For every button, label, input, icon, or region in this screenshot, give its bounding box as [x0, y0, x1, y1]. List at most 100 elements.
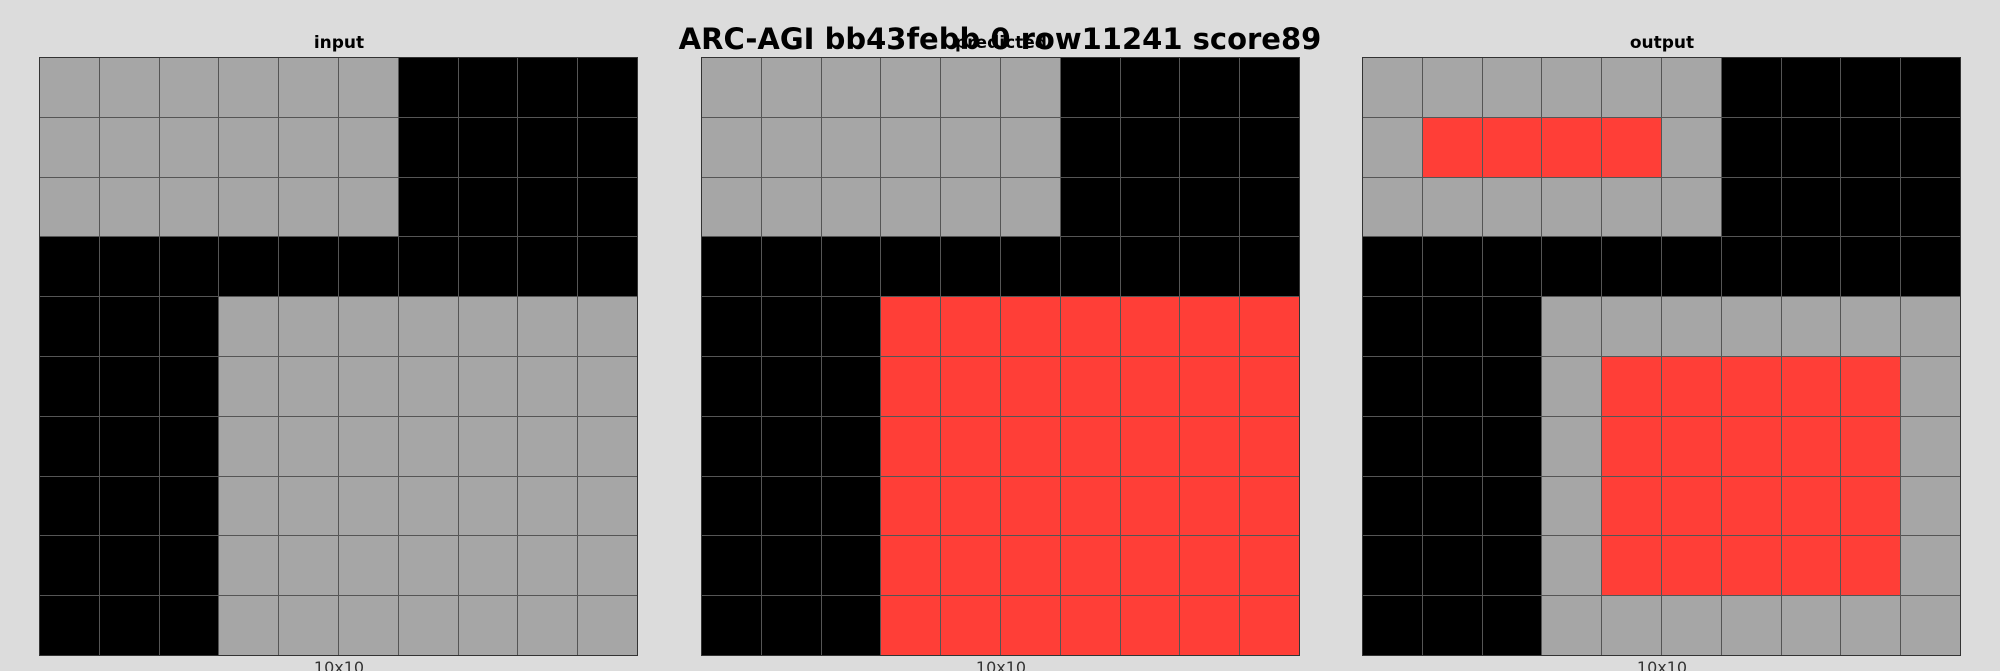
grid-cell — [338, 416, 398, 476]
grid-cell — [99, 177, 159, 237]
grid-cell — [1781, 536, 1841, 596]
grid-cell — [1000, 536, 1060, 596]
grid-cell — [279, 117, 338, 177]
grid-cell — [1120, 117, 1180, 177]
grid-cell — [458, 596, 518, 655]
grid-cell — [1901, 596, 1960, 655]
grid-cell — [702, 416, 761, 476]
grid-cell — [1721, 536, 1781, 596]
grid-cell — [219, 297, 279, 356]
grid-cell — [821, 297, 881, 356]
grid-cell — [941, 297, 1000, 356]
grid-cell — [1363, 177, 1422, 237]
grid-cell — [1240, 237, 1299, 297]
grid-cell — [1841, 596, 1901, 655]
grid-cell — [1841, 177, 1901, 237]
grid-cell — [279, 476, 338, 536]
grid-cell — [578, 237, 637, 297]
grid-cell — [398, 117, 458, 177]
grid-cell — [1482, 596, 1542, 655]
grid-cell — [159, 177, 219, 237]
grid-cell — [1721, 416, 1781, 476]
grid-cell — [1180, 117, 1240, 177]
grid-cell — [1240, 596, 1299, 655]
grid-cell — [279, 297, 338, 356]
grid-cell — [702, 58, 761, 117]
grid-cell — [99, 58, 159, 117]
grid-cell — [1000, 416, 1060, 476]
grid-cell — [578, 58, 637, 117]
grid-cell — [219, 476, 279, 536]
grid-cell — [1422, 237, 1482, 297]
grid-cell — [1422, 177, 1482, 237]
grid-cell — [1363, 416, 1422, 476]
grid-cell — [1661, 356, 1721, 416]
grid-cell — [1120, 177, 1180, 237]
grid-cell — [1542, 237, 1602, 297]
grid-cell — [1422, 596, 1482, 655]
grid-cell — [40, 177, 99, 237]
grid-cell — [518, 356, 578, 416]
grid-cell — [40, 297, 99, 356]
grid-cell — [881, 356, 941, 416]
grid-cell — [1240, 177, 1299, 237]
grid-cell — [881, 297, 941, 356]
grid-cell — [578, 297, 637, 356]
grid-cell — [99, 416, 159, 476]
grid-cell — [1240, 536, 1299, 596]
grid-cell — [458, 58, 518, 117]
grid-cell — [1542, 596, 1602, 655]
grid-cell — [821, 356, 881, 416]
grid-cell — [1120, 297, 1180, 356]
input-panel-title: input — [313, 33, 365, 53]
grid-cell — [40, 356, 99, 416]
grid-cell — [159, 58, 219, 117]
grid-cell — [881, 416, 941, 476]
grid-cell — [1120, 356, 1180, 416]
grid-cell — [40, 416, 99, 476]
grid-cell — [881, 596, 941, 655]
grid-cell — [881, 536, 941, 596]
grid-cell — [578, 416, 637, 476]
grid-cell — [941, 356, 1000, 416]
grid-cell — [1000, 476, 1060, 536]
grid-cell — [821, 476, 881, 536]
grid-cell — [1422, 297, 1482, 356]
grid-cell — [702, 117, 761, 177]
grid-cell — [99, 476, 159, 536]
grid-cell — [941, 58, 1000, 117]
grid-cell — [518, 596, 578, 655]
grid-cell — [1060, 536, 1120, 596]
grid-cell — [1482, 177, 1542, 237]
grid-cell — [1841, 117, 1901, 177]
grid-cell — [398, 177, 458, 237]
grid-cell — [398, 476, 458, 536]
grid-cell — [702, 177, 761, 237]
grid-cell — [1661, 117, 1721, 177]
grid-cell — [1721, 476, 1781, 536]
grid-cell — [1901, 117, 1960, 177]
grid-cell — [1180, 596, 1240, 655]
grid-cell — [1240, 58, 1299, 117]
grid-cell — [1781, 596, 1841, 655]
grid-cell — [1120, 237, 1180, 297]
grid-cell — [1482, 356, 1542, 416]
figure-title: ARC-AGI bb43febb 0 row11241 score89 — [678, 22, 1322, 56]
grid-cell — [518, 297, 578, 356]
grid-cell — [458, 237, 518, 297]
grid-cell — [518, 536, 578, 596]
grid-cell — [1602, 177, 1661, 237]
grid-cell — [458, 356, 518, 416]
grid-cell — [1120, 58, 1180, 117]
grid-cell — [1542, 536, 1602, 596]
grid-cell — [1721, 297, 1781, 356]
grid-cell — [1482, 58, 1542, 117]
grid-cell — [1602, 476, 1661, 536]
grid-cell — [338, 177, 398, 237]
grid-cell — [1781, 297, 1841, 356]
grid-cell — [1180, 476, 1240, 536]
grid-cell — [1363, 536, 1422, 596]
grid-cell — [1661, 416, 1721, 476]
grid-cell — [398, 58, 458, 117]
grid-cell — [1661, 536, 1721, 596]
